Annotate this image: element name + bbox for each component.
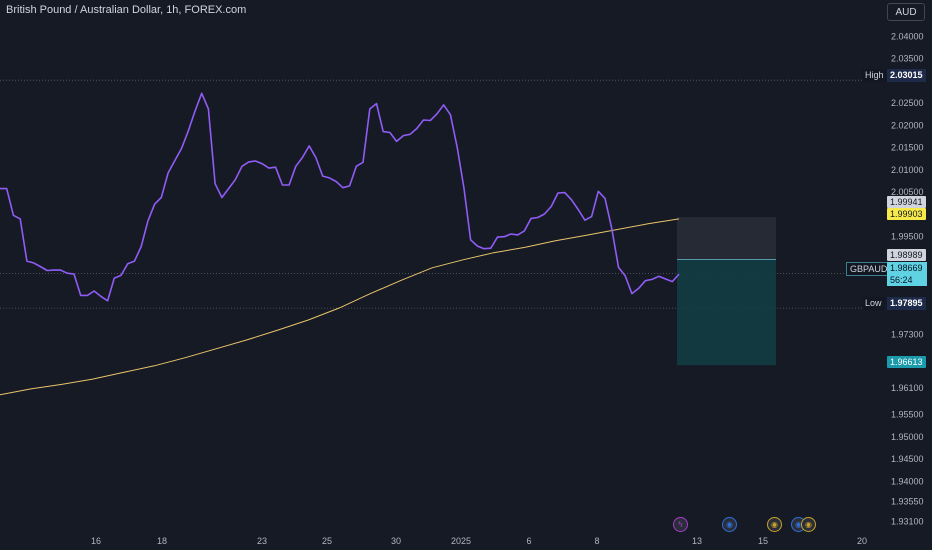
symbol-tag: GBPAUD	[846, 262, 892, 276]
y-tick-label: 2.03500	[891, 54, 924, 64]
x-tick-label: 15	[758, 536, 768, 546]
current-price-tag: 1.98669 56:24	[887, 262, 927, 286]
x-tick-label: 16	[91, 536, 101, 546]
x-tick-label: 23	[257, 536, 267, 546]
moving-average-line	[0, 218, 680, 396]
x-tick-label: 20	[857, 536, 867, 546]
low-value: 1.97895	[887, 297, 926, 310]
stop-loss-zone	[677, 217, 776, 260]
chart-title: British Pound / Australian Dollar, 1h, F…	[6, 4, 247, 16]
lightning-icon[interactable]: ϟ	[673, 517, 688, 532]
y-tick-label: 2.01000	[891, 165, 924, 175]
y-tick-label: 1.94500	[891, 454, 924, 464]
y-tick-label: 1.93550	[891, 497, 924, 507]
y-tick-label: 1.97300	[891, 330, 924, 340]
ma-price-tag: 1.99903	[887, 208, 926, 220]
x-tick-label: 8	[594, 536, 599, 546]
y-tick-label: 2.00500	[891, 187, 924, 197]
y-tick-label: 1.96100	[891, 383, 924, 393]
take-profit-zone	[677, 259, 776, 366]
high-value: 2.03015	[887, 69, 926, 82]
y-tick-label: 2.01500	[891, 143, 924, 153]
x-tick-label: 30	[391, 536, 401, 546]
entry-price-tag: 1.98989	[887, 249, 926, 261]
current-price: 1.98669	[890, 263, 923, 273]
economic-event-icon[interactable]: ◉	[722, 517, 737, 532]
y-tick-label: 1.95500	[891, 410, 924, 420]
stop-price-tag: 1.99941	[887, 196, 926, 208]
y-tick-label: 2.02500	[891, 98, 924, 108]
y-tick-label: 2.02000	[891, 120, 924, 130]
y-tick-label: 1.93100	[891, 517, 924, 527]
y-tick-label: 1.94000	[891, 476, 924, 486]
x-tick-label: 13	[692, 536, 702, 546]
x-tick-label: 25	[322, 536, 332, 546]
currency-button[interactable]: AUD	[887, 3, 925, 21]
price-line	[0, 92, 680, 302]
time-axis[interactable]: 16 18 23 25 30 2025 6 8 13 15 20	[91, 536, 867, 546]
economic-event-icon[interactable]: ◉	[801, 517, 816, 532]
high-label: High	[862, 69, 887, 82]
x-tick-label: 6	[526, 536, 531, 546]
y-tick-label: 1.95000	[891, 432, 924, 442]
long-short-position-tool[interactable]	[677, 217, 776, 366]
economic-event-icon[interactable]: ◉	[767, 517, 782, 532]
low-label: Low	[862, 297, 885, 310]
bar-countdown: 56:24	[890, 275, 913, 285]
x-tick-label: 2025	[451, 536, 471, 546]
y-tick-label: 1.99500	[891, 232, 924, 242]
target-price-tag: 1.96613	[887, 356, 926, 368]
x-tick-label: 18	[157, 536, 167, 546]
y-tick-label: 2.04000	[891, 31, 924, 41]
